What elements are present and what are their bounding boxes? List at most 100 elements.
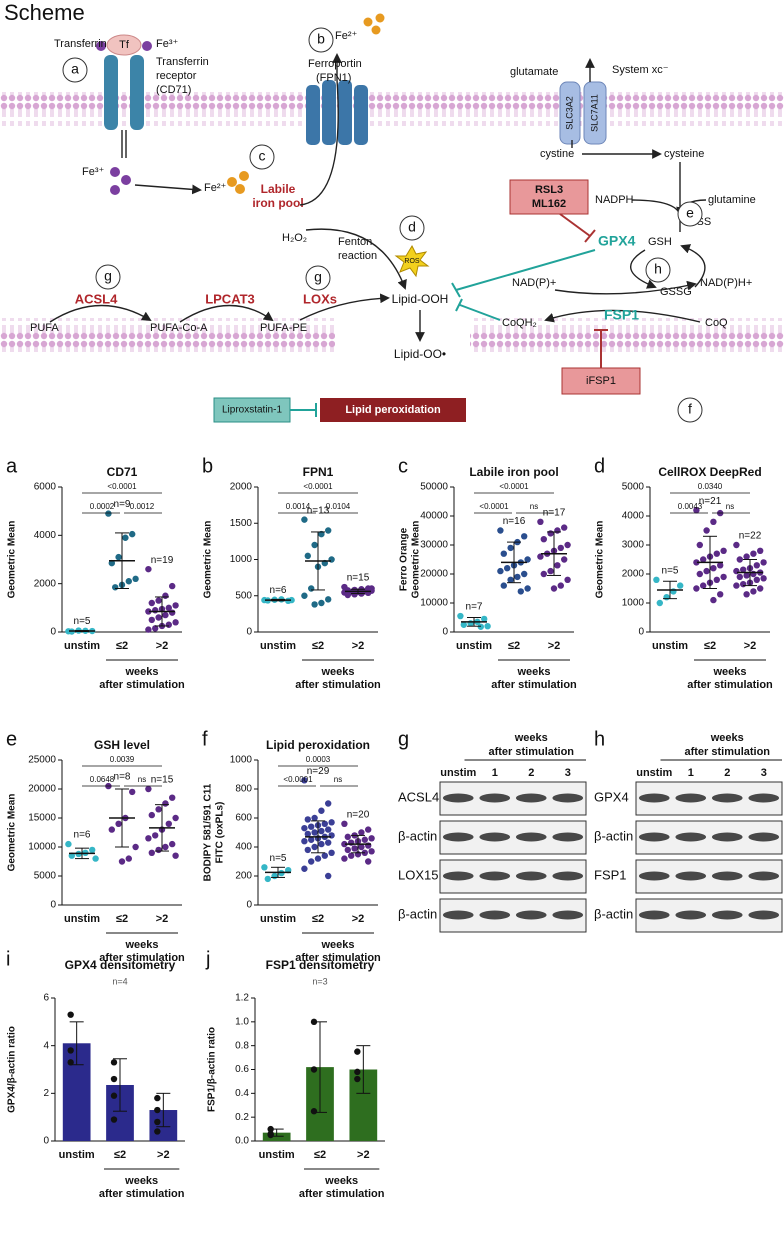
band xyxy=(711,910,743,920)
band xyxy=(442,871,474,881)
band xyxy=(552,910,584,920)
lane-label: 1 xyxy=(492,767,498,779)
data-point xyxy=(271,872,278,880)
data-point xyxy=(67,1047,74,1054)
blot-header: weeks xyxy=(710,732,744,744)
data-point xyxy=(554,562,561,569)
y-axis-label: Geometric Mean xyxy=(203,521,214,599)
label: NADPH xyxy=(595,194,634,206)
p-value: 0.0003 xyxy=(306,755,331,764)
x-tick-label: >2 xyxy=(156,640,169,652)
data-point xyxy=(354,1075,361,1083)
data-point xyxy=(148,849,155,856)
data-point xyxy=(165,604,172,612)
band xyxy=(711,832,743,842)
p-value: 0.0002 xyxy=(90,502,115,511)
data-point xyxy=(467,620,474,627)
y-axis-label: FITC (oxPLs) xyxy=(215,802,226,864)
chart-title: FPN1 xyxy=(303,465,334,479)
data-point xyxy=(172,602,179,609)
label: (CD71) xyxy=(156,84,191,96)
marker-label: g xyxy=(314,269,322,285)
x-group-label: weeks xyxy=(320,666,354,678)
data-point xyxy=(325,527,332,534)
data-point xyxy=(547,530,554,537)
data-point xyxy=(155,846,162,854)
data-point xyxy=(112,584,119,591)
y-tick-label: 0 xyxy=(442,627,448,638)
panel-letter: f xyxy=(202,728,208,750)
x-tick-label: unstim xyxy=(652,640,688,652)
marker-circle xyxy=(677,201,703,227)
data-point xyxy=(155,806,162,813)
y-tick-label: 0.8 xyxy=(235,1040,249,1051)
data-point xyxy=(162,611,169,619)
data-point xyxy=(484,623,491,630)
p-value: 0.0039 xyxy=(110,755,135,764)
x-group-label: weeks xyxy=(124,939,158,951)
y-tick-label: 0.4 xyxy=(235,1088,249,1099)
label: Liproxstatin-1 xyxy=(222,405,282,416)
y-tick-label: 1000 xyxy=(230,755,253,766)
data-point xyxy=(368,585,375,592)
lane-label: 1 xyxy=(688,767,694,779)
x-group-label: weeks xyxy=(124,1175,158,1187)
data-point xyxy=(105,510,112,517)
iron xyxy=(142,41,152,51)
data-point xyxy=(693,585,700,592)
lane-label: unstim xyxy=(636,767,672,779)
y-tick-label: 0 xyxy=(43,1136,49,1147)
data-point xyxy=(318,599,325,607)
x-tick-label: unstim xyxy=(59,1149,95,1161)
data-point xyxy=(720,547,727,554)
chart-title: Lipid peroxidation xyxy=(266,738,370,752)
data-point xyxy=(517,588,524,595)
panel-letter: b xyxy=(202,455,213,477)
x-tick-label: >2 xyxy=(352,913,365,925)
label: H₂O₂ xyxy=(282,232,307,244)
label: SLC7A11 xyxy=(589,94,599,132)
label: PUFA-PE xyxy=(260,322,307,334)
p-value: <0.0001 xyxy=(283,775,313,784)
y-tick-label: 0 xyxy=(246,627,252,638)
y-tick-label: 10000 xyxy=(420,598,448,609)
data-point xyxy=(733,567,740,575)
data-point xyxy=(267,1125,274,1133)
row-label: β-actin xyxy=(594,906,633,921)
chart-title: GPX4 densitometry xyxy=(65,958,176,972)
x-tick-label: ≤2 xyxy=(704,640,716,652)
y-tick-label: 4000 xyxy=(34,530,57,541)
panel-letter: c xyxy=(398,455,408,477)
data-point xyxy=(564,576,571,583)
data-point xyxy=(524,585,531,592)
data-point xyxy=(169,609,176,616)
chart-title: FSP1 densitometry xyxy=(266,958,375,972)
data-point xyxy=(693,559,700,566)
data-point xyxy=(308,836,315,843)
lane-label: 2 xyxy=(724,767,730,779)
data-point xyxy=(261,864,268,871)
band xyxy=(675,793,707,803)
data-point xyxy=(325,872,332,880)
y-tick-label: 0.0 xyxy=(235,1136,249,1147)
data-point xyxy=(154,1094,161,1102)
receptor xyxy=(130,55,144,130)
data-point xyxy=(145,626,152,633)
data-point xyxy=(169,840,176,848)
y-tick-label: 4000 xyxy=(622,511,645,522)
data-point xyxy=(154,1118,161,1126)
data-point xyxy=(720,573,727,581)
data-point xyxy=(351,591,358,598)
data-point xyxy=(354,1068,361,1076)
blot-header: weeks xyxy=(514,732,548,744)
n-label: n=15 xyxy=(151,775,174,786)
data-point xyxy=(148,599,155,607)
x-tick-label: ≤2 xyxy=(508,640,520,652)
data-point xyxy=(110,1075,118,1083)
row-label: β-actin xyxy=(398,906,437,921)
row-label: ACSL4 xyxy=(398,789,439,804)
data-point xyxy=(145,608,152,615)
x-tick-label: unstim xyxy=(64,913,100,925)
data-point xyxy=(507,544,514,552)
y-axis-label: GPX4/β-actin ratio xyxy=(7,1026,18,1113)
